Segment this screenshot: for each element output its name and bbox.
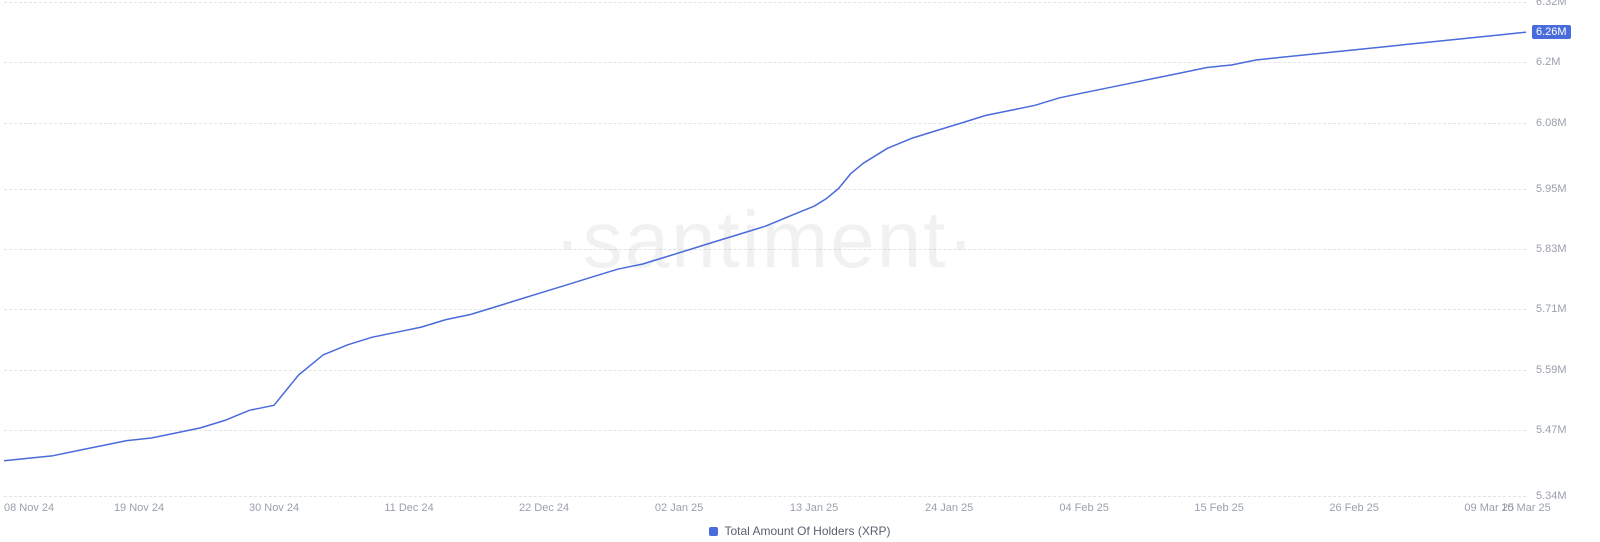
- chart-container: ·santiment· 5.34M 5.47M 5.59M 5.71M 5.83M 5.9…: [0, 0, 1600, 542]
- y-tick-label: 6.2M: [1536, 56, 1560, 68]
- y-tick-label: 5.71M: [1536, 303, 1567, 315]
- y-tick-label: 6.32M: [1536, 0, 1567, 8]
- y-axis: 5.34M5.47M5.59M5.71M5.83M5.95M6.08M6.2M6…: [1530, 0, 1600, 496]
- x-tick-label: 24 Jan 25: [925, 502, 973, 514]
- y-tick-label: 6.08M: [1536, 117, 1567, 129]
- y-tick-label: 5.59M: [1536, 364, 1567, 376]
- y-tick-label: 5.34M: [1536, 490, 1567, 502]
- series-line: [4, 32, 1526, 461]
- line-series: [4, 2, 1526, 496]
- y-tick-label: 5.83M: [1536, 243, 1567, 255]
- x-tick-label: 15 Feb 25: [1194, 502, 1244, 514]
- x-tick-label: 04 Feb 25: [1059, 502, 1109, 514]
- x-axis: 08 Nov 24 19 Nov 24 30 Nov 24 11 Dec 24 22 D…: [4, 500, 1526, 520]
- x-tick-label: 30 Nov 24: [249, 502, 299, 514]
- legend: Total Amount Of Holders (XRP): [0, 524, 1600, 538]
- x-tick-label: 13 Jan 25: [790, 502, 838, 514]
- x-tick-label: 19 Nov 24: [114, 502, 164, 514]
- y-tick-label: 5.47M: [1536, 424, 1567, 436]
- legend-label: Total Amount Of Holders (XRP): [724, 524, 890, 538]
- y-tick-label: 5.95M: [1536, 183, 1567, 195]
- legend-swatch: [709, 527, 718, 536]
- x-tick-label: 08 Nov 24: [4, 502, 54, 514]
- x-tick-label: 26 Feb 25: [1329, 502, 1379, 514]
- x-tick-label: 11 Dec 24: [384, 502, 433, 514]
- y-current-marker: 6.26M: [1532, 25, 1571, 39]
- plot-area[interactable]: ·santiment·: [4, 2, 1526, 496]
- x-tick-label: 22 Dec 24: [519, 502, 569, 514]
- x-tick-label: 10 Mar 25: [1501, 502, 1551, 514]
- x-tick-label: 02 Jan 25: [655, 502, 703, 514]
- grid-line: [4, 496, 1526, 497]
